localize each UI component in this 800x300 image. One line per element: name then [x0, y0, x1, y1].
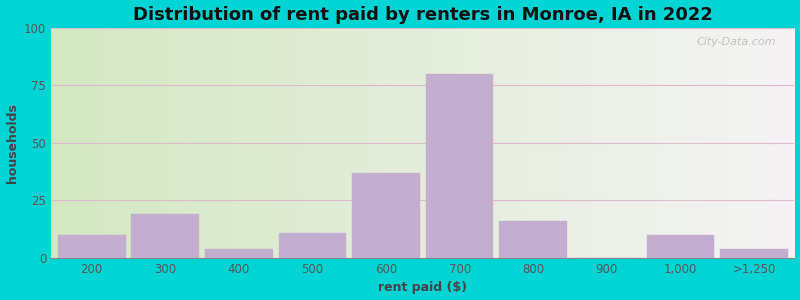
Bar [205, 249, 273, 258]
Bar [352, 173, 420, 258]
Bar [646, 235, 714, 258]
Bar [131, 214, 199, 258]
Bar [499, 221, 567, 258]
X-axis label: rent paid ($): rent paid ($) [378, 281, 467, 294]
Bar [278, 233, 346, 258]
Bar [58, 235, 126, 258]
Bar [720, 249, 788, 258]
Y-axis label: households: households [6, 103, 18, 183]
Bar [426, 74, 494, 258]
Title: Distribution of rent paid by renters in Monroe, IA in 2022: Distribution of rent paid by renters in … [133, 6, 713, 24]
Text: City-Data.com: City-Data.com [696, 37, 776, 47]
